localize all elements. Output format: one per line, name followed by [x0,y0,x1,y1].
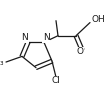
Text: OH: OH [92,15,105,24]
Text: N: N [22,33,28,42]
Text: O: O [77,47,83,56]
Text: Cl: Cl [52,76,60,85]
Text: CH₃: CH₃ [0,58,4,67]
Text: N: N [43,33,49,42]
